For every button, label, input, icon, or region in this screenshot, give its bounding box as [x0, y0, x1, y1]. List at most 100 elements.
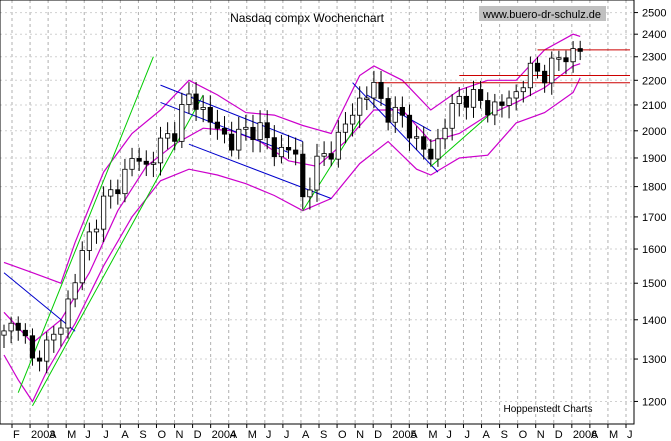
y-tick-label: 1900: [642, 153, 666, 165]
candle-body: [79, 250, 85, 284]
candle-body: [8, 322, 14, 332]
candle-body: [186, 93, 192, 105]
x-tick-label: A: [302, 429, 310, 441]
x-tick-label: 2006: [573, 429, 597, 441]
y-tick-label: 2000: [642, 126, 666, 138]
y-tick-label: 2400: [642, 29, 666, 41]
trendline: [366, 94, 432, 132]
x-tick-label: D: [374, 429, 382, 441]
trendline: [17, 56, 154, 393]
watermark-box: [479, 6, 606, 21]
candle-body: [349, 114, 356, 125]
trendline: [160, 84, 303, 142]
candle-body: [29, 335, 36, 359]
candle-body: [549, 57, 555, 84]
candle-body: [556, 57, 562, 60]
x-tick-label: J: [627, 429, 633, 441]
y-tick-label: 2300: [642, 52, 666, 64]
x-tick-label: D: [555, 429, 563, 441]
x-tick-label: N: [176, 429, 184, 441]
candle-body: [150, 162, 156, 165]
candle-body: [1, 330, 7, 336]
bollinger-upper-line: [3, 33, 581, 284]
candle-body: [399, 106, 405, 116]
y-tick-label: 1200: [642, 396, 666, 408]
candle-body: [321, 153, 327, 157]
candle-body: [563, 57, 569, 63]
candle-body: [527, 62, 534, 89]
candle-body: [413, 136, 420, 139]
x-tick-label: A: [410, 429, 418, 441]
candle-body: [72, 282, 78, 300]
candle-body: [285, 147, 292, 151]
x-tick-label: J: [103, 429, 109, 441]
x-tick-label: N: [537, 429, 545, 441]
watermark-url: www.buero-dr-schulz.de: [482, 9, 601, 21]
candle-body: [485, 100, 491, 116]
x-tick-label: A: [591, 429, 599, 441]
candle-body: [478, 89, 484, 101]
candle-body: [229, 133, 235, 151]
trendline: [188, 143, 332, 199]
candle-body: [392, 106, 398, 123]
candle-body: [542, 70, 548, 84]
candle-body: [58, 327, 64, 335]
candle-body: [463, 95, 469, 108]
candle-body: [435, 138, 441, 160]
candle-body: [421, 136, 427, 150]
x-tick-label: A: [483, 429, 491, 441]
candle-body: [328, 153, 334, 160]
trendline: [430, 109, 496, 167]
candle-body: [115, 189, 121, 195]
x-tick-label: N: [356, 429, 364, 441]
candle-body: [300, 153, 306, 198]
candle-body: [100, 195, 107, 230]
candle-body: [470, 89, 477, 108]
candle-body: [200, 107, 206, 110]
x-tick-label: 2005: [392, 429, 416, 441]
candle-body: [143, 160, 149, 165]
candle-body: [492, 101, 498, 116]
candle-body: [257, 122, 263, 141]
candle-body: [364, 97, 370, 100]
candle-body: [357, 97, 363, 116]
trendline: [3, 272, 76, 332]
candle-body: [342, 123, 349, 133]
candle-body: [207, 107, 213, 123]
x-tick-label: S: [139, 429, 146, 441]
candle-body: [93, 228, 100, 233]
candle-body: [428, 148, 434, 160]
x-tick-label: O: [157, 429, 166, 441]
x-tick-label: A: [49, 429, 57, 441]
candle-body: [534, 62, 541, 72]
candle-body: [335, 131, 341, 160]
y-tick-label: 1800: [642, 182, 666, 194]
candle-body: [293, 149, 299, 155]
bollinger-lower-line: [3, 77, 581, 403]
candle-body: [371, 81, 377, 99]
candle-body: [264, 122, 270, 139]
chart-credit: Hoppenstedt Charts: [504, 404, 593, 415]
candle-body: [442, 127, 448, 140]
candle-body: [122, 168, 128, 195]
x-tick-label: M: [609, 429, 618, 441]
x-tick-label: A: [121, 429, 129, 441]
candle-body: [570, 48, 576, 63]
candle-body: [44, 339, 50, 362]
x-tick-label: M: [67, 429, 76, 441]
candle-body: [179, 104, 185, 142]
x-tick-label: M: [428, 429, 437, 441]
candle-body: [193, 93, 199, 110]
x-tick-label: S: [501, 429, 508, 441]
candle-body: [385, 98, 391, 123]
candle-body: [307, 189, 313, 198]
candlesticks: [1, 40, 583, 374]
x-tick-label: 2004: [212, 429, 236, 441]
candle-body: [456, 95, 462, 104]
candle-body: [172, 133, 178, 142]
candle-body: [36, 357, 43, 362]
candle-body: [65, 298, 71, 329]
x-tick-label: S: [320, 429, 327, 441]
